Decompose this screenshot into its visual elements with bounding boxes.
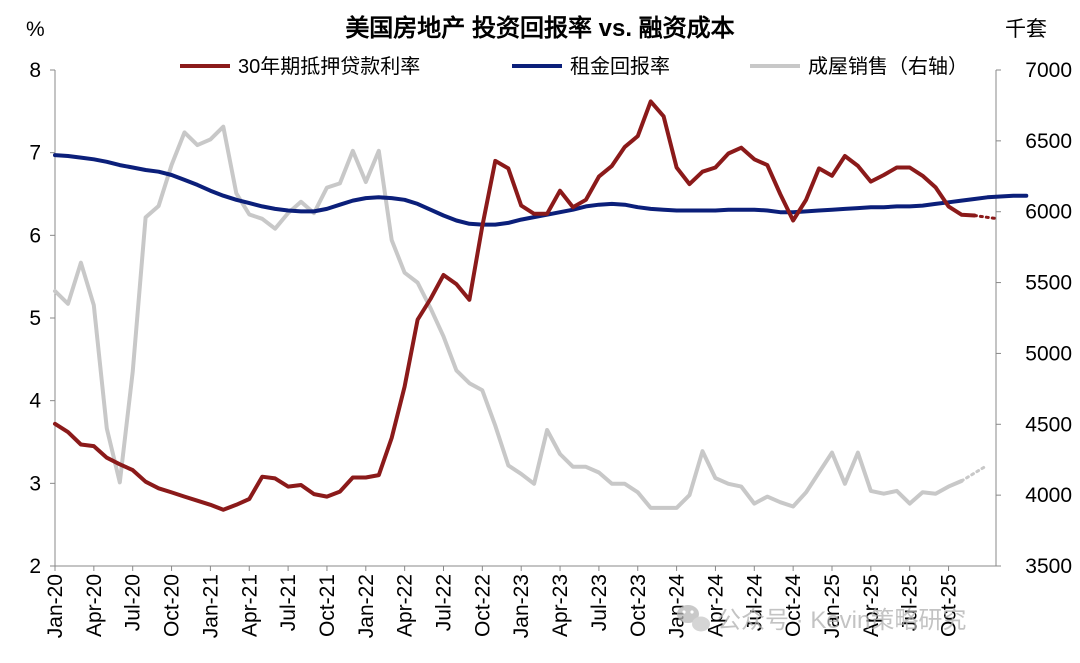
right-tick-label: 6500: [1025, 130, 1072, 153]
series-layer: [53, 99, 1029, 512]
x-tick-label: Jul-25: [899, 574, 922, 631]
x-tick-label: Jan-22: [355, 574, 378, 638]
x-tick-label: Apr-20: [83, 574, 106, 637]
x-tick-label: Apr-24: [704, 574, 727, 637]
left-tick-label: 7: [29, 142, 41, 165]
left-tick-label: 8: [29, 59, 41, 82]
series-line-mortgage-rate: [53, 99, 977, 512]
left-axis-unit: %: [26, 18, 45, 41]
right-axis-unit: 千套: [1005, 18, 1047, 41]
right-tick-label: 7000: [1025, 59, 1072, 82]
right-tick-label: 5500: [1025, 272, 1072, 295]
right-tick-label: 4500: [1025, 413, 1072, 436]
x-tick-label: Jan-20: [44, 574, 67, 638]
watermark-text: 公众号 · Kevin策略研究: [717, 607, 966, 634]
x-tick-label: Jul-20: [122, 574, 145, 631]
x-tick-label: Oct-20: [161, 574, 184, 637]
right-tick-label: 3500: [1025, 555, 1072, 578]
right-tick-label: 4000: [1025, 484, 1072, 507]
x-tick-label: Apr-22: [394, 574, 417, 637]
x-tick-label: Jan-21: [199, 574, 222, 638]
x-tick-label: Jul-21: [277, 574, 300, 631]
chart-legend: 30年期抵押贷款利率 租金回报率 成屋销售（右轴）: [180, 55, 968, 78]
wechat-icon: [677, 605, 710, 632]
x-tick-label: Jan-25: [821, 574, 844, 638]
x-tick-label: Oct-25: [938, 574, 961, 637]
legend-label-mortgage-rate: 30年期抵押贷款利率: [238, 55, 420, 78]
chart-title: 美国房地产 投资回报率 vs. 融资成本: [345, 14, 734, 42]
series-line-rental-yield: [53, 153, 1029, 227]
x-tick-label: Oct-21: [316, 574, 339, 637]
x-tick-label: Jan-23: [510, 574, 533, 638]
left-tick-label: 6: [29, 224, 41, 247]
left-tick-label: 3: [29, 472, 41, 495]
left-axis-ticks: 2 3 4 5 6 7 8: [29, 59, 55, 578]
x-tick-label: Oct-23: [627, 574, 650, 637]
x-tick-label: Jul-22: [433, 574, 456, 631]
left-tick-label: 5: [29, 307, 41, 330]
x-tick-label: Jan-24: [666, 574, 689, 639]
series-forecast-mortgage-rate: [972, 214, 1000, 221]
x-tick-label: Oct-24: [782, 574, 805, 637]
x-tick-label: Jul-24: [743, 574, 766, 632]
x-tick-label: Oct-22: [471, 574, 494, 637]
legend-label-existing-home-sales: 成屋销售（右轴）: [808, 55, 968, 78]
x-tick-label: Apr-23: [549, 574, 572, 637]
legend-label-rental-yield: 租金回报率: [570, 55, 670, 78]
x-tick-label: Jul-23: [588, 574, 611, 631]
series-line-existing-home-sales: [53, 124, 964, 510]
series-forecast-existing-home-sales: [960, 465, 987, 483]
x-axis-ticks: Jan-20 Apr-20 Jul-20 Oct-20 Jan-21 Apr-21 Jul-…: [44, 566, 961, 638]
x-tick-label: Apr-21: [238, 574, 261, 637]
right-tick-label: 6000: [1025, 201, 1072, 224]
watermark: 公众号 · Kevin策略研究: [677, 605, 966, 634]
right-axis-ticks: 3500 4000 4500 5000 5500 6000 6500 7000: [996, 59, 1072, 578]
left-tick-label: 2: [29, 555, 41, 578]
x-tick-label: Apr-25: [860, 574, 883, 637]
right-tick-label: 5000: [1025, 342, 1072, 365]
left-tick-label: 4: [29, 390, 41, 413]
